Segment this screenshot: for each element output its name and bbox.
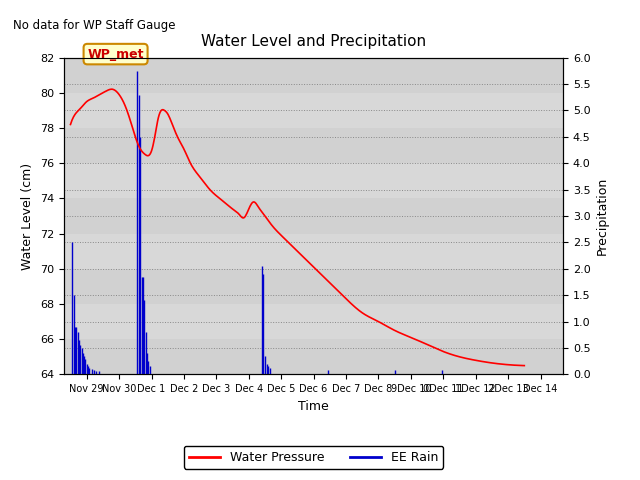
Text: Water Level and Precipitation: Water Level and Precipitation bbox=[201, 34, 426, 48]
Legend: Water Pressure, EE Rain: Water Pressure, EE Rain bbox=[184, 446, 444, 469]
Bar bbox=[64, 198, 563, 234]
Y-axis label: Water Level (cm): Water Level (cm) bbox=[22, 162, 35, 270]
Bar bbox=[64, 128, 563, 163]
Text: No data for WP Staff Gauge: No data for WP Staff Gauge bbox=[13, 19, 175, 32]
Y-axis label: Precipitation: Precipitation bbox=[596, 177, 609, 255]
Bar bbox=[64, 269, 563, 304]
Bar bbox=[64, 58, 563, 93]
Text: WP_met: WP_met bbox=[87, 48, 144, 60]
X-axis label: Time: Time bbox=[298, 400, 329, 413]
Bar bbox=[64, 339, 563, 374]
